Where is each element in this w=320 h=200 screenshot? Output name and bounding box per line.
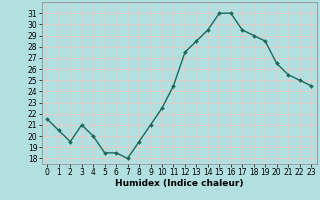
X-axis label: Humidex (Indice chaleur): Humidex (Indice chaleur)	[115, 179, 244, 188]
